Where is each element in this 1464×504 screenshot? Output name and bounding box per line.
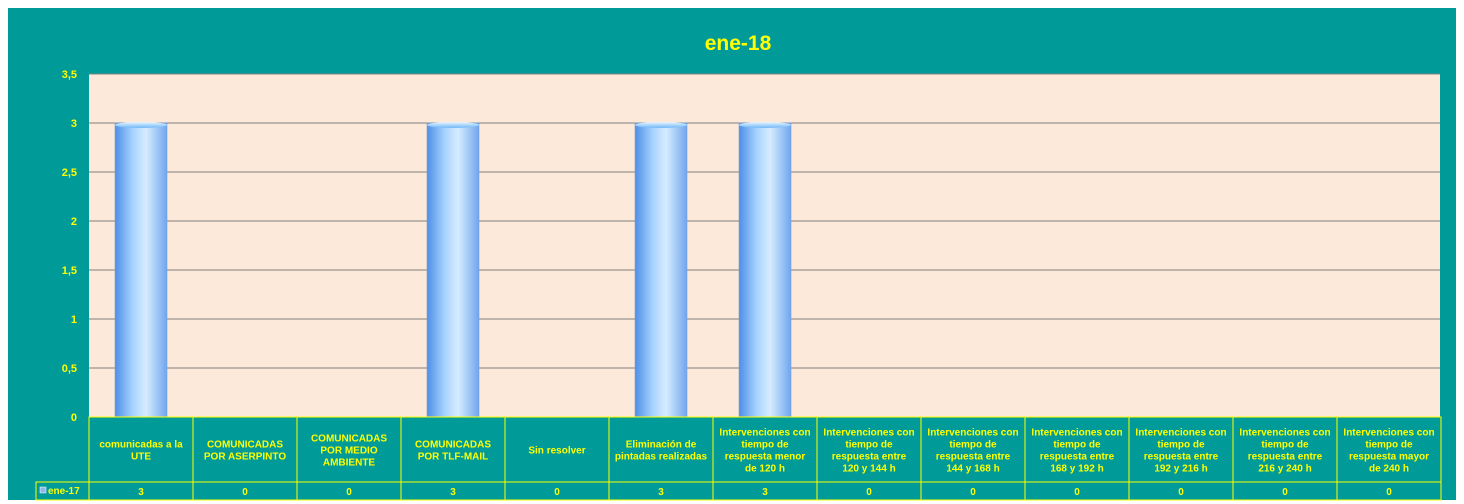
category-label: respuesta entre (832, 452, 907, 463)
category-label: POR TLF-MAIL (418, 452, 489, 463)
category-label: UTE (131, 452, 151, 463)
category-label: pintadas realizadas (615, 452, 708, 463)
category-label: respuesta entre (1144, 452, 1219, 463)
category-label: tiempo de (845, 440, 893, 451)
y-tick-label: 3 (71, 118, 77, 130)
y-tick-label: 1,5 (62, 265, 77, 277)
table-value: 3 (658, 487, 664, 498)
category-label: Intervenciones con (1239, 428, 1330, 439)
category-label: comunicadas a la (99, 440, 183, 451)
category-label: tiempo de (949, 440, 997, 451)
y-tick-label: 1 (71, 314, 77, 326)
category-label: respuesta entre (1248, 452, 1323, 463)
category-label: de 240 h (1369, 464, 1409, 475)
y-tick-label: 0 (71, 412, 77, 424)
table-value: 3 (138, 487, 144, 498)
table-value: 0 (1074, 487, 1080, 498)
category-label: tiempo de (741, 440, 789, 451)
bar (634, 122, 688, 418)
category-label: respuesta entre (936, 452, 1011, 463)
category-label: Intervenciones con (719, 428, 810, 439)
category-label: 192 y 216 h (1154, 464, 1207, 475)
category-label: AMBIENTE (323, 458, 376, 469)
series-name: ene-17 (48, 486, 80, 497)
category-label: POR MEDIO (320, 446, 377, 457)
category-label: 144 y 168 h (946, 464, 999, 475)
bar (426, 122, 480, 418)
category-label: Sin resolver (528, 446, 585, 457)
y-tick-label: 2,5 (62, 167, 77, 179)
category-label: 120 y 144 h (842, 464, 895, 475)
table-value: 0 (554, 487, 560, 498)
category-label: Intervenciones con (823, 428, 914, 439)
bar-top (427, 122, 479, 128)
y-tick-label: 3,5 (62, 69, 77, 81)
y-tick-label: 2 (71, 216, 77, 228)
category-label: respuesta mayor (1349, 452, 1429, 463)
bar-top (739, 122, 791, 128)
table-value: 0 (970, 487, 976, 498)
category-label: Eliminación de (626, 440, 697, 451)
category-label: 168 y 192 h (1050, 464, 1103, 475)
table-value: 0 (242, 487, 248, 498)
category-label: tiempo de (1157, 440, 1205, 451)
bar-top (635, 122, 687, 128)
category-label: tiempo de (1365, 440, 1413, 451)
table-row-border (35, 481, 1442, 501)
category-label: tiempo de (1261, 440, 1309, 451)
category-label: respuesta entre (1040, 452, 1115, 463)
category-label: 216 y 240 h (1258, 464, 1311, 475)
legend-key (39, 486, 47, 494)
bar (114, 122, 168, 418)
chart-title: ene-18 (705, 32, 772, 55)
table-value: 0 (866, 487, 872, 498)
table-value: 0 (346, 487, 352, 498)
category-label: Intervenciones con (1031, 428, 1122, 439)
category-label: Intervenciones con (1135, 428, 1226, 439)
category-label: tiempo de (1053, 440, 1101, 451)
category-label: COMUNICADAS (207, 440, 283, 451)
category-label: Intervenciones con (927, 428, 1018, 439)
category-label: Intervenciones con (1343, 428, 1434, 439)
bar (738, 122, 792, 418)
category-label: COMUNICADAS (415, 440, 491, 451)
table-value: 3 (450, 487, 456, 498)
table-value: 3 (762, 487, 768, 498)
category-label: POR ASERPINTO (204, 452, 286, 463)
table-value: 0 (1386, 487, 1392, 498)
category-label: respuesta menor (725, 452, 806, 463)
table-value: 0 (1178, 487, 1184, 498)
bar-top (115, 122, 167, 128)
table-value: 0 (1282, 487, 1288, 498)
category-label: de 120 h (745, 464, 785, 475)
y-tick-label: 0,5 (62, 363, 77, 375)
category-label: COMUNICADAS (311, 434, 387, 445)
